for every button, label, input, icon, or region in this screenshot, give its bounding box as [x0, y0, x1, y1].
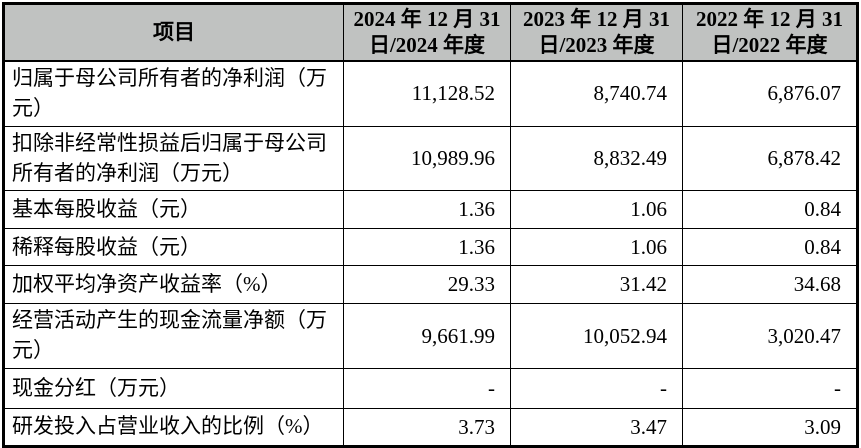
header-cell-2024: 2024 年 12 月 31 日/2024 年度 — [343, 3, 511, 63]
row-label-cell: 稀释每股收益（元） — [3, 228, 344, 267]
table-row: 加权平均净资产收益率（%） 29.33 31.42 34.68 — [3, 265, 858, 305]
value-cell-2023: 1.06 — [510, 190, 683, 230]
header-cell-2022: 2022 年 12 月 31 日/2022 年度 — [682, 3, 858, 63]
value-cell-2022: 6,878.42 — [682, 125, 858, 192]
table-row: 扣除非经常性损益后归属于母公司所有者的净利润（万元） 10,989.96 8,832… — [3, 125, 858, 192]
table-row: 归属于母公司所有者的净利润（万元） 11,128.52 8,740.74 6,876.… — [3, 60, 858, 127]
row-label-cell: 加权平均净资产收益率（%） — [3, 265, 344, 305]
value-cell-2023: 8,740.74 — [510, 60, 683, 127]
header-row: 项目 2024 年 12 月 31 日/2024 年度 2023 年 12 月 … — [3, 3, 858, 63]
value-cell-2023: 8,832.49 — [510, 125, 683, 192]
value-cell-2024: 11,128.52 — [343, 60, 511, 127]
value-cell-2023: 3.47 — [510, 408, 683, 448]
table-header: 项目 2024 年 12 月 31 日/2024 年度 2023 年 12 月 … — [3, 3, 858, 63]
row-label-cell: 归属于母公司所有者的净利润（万元） — [3, 60, 344, 127]
row-label-cell: 经营活动产生的现金流量净额（万元） — [3, 303, 344, 370]
value-cell-2022: 3.09 — [682, 408, 858, 448]
value-cell-2023: 10,052.94 — [510, 303, 683, 370]
table-row: 经营活动产生的现金流量净额（万元） 9,661.99 10,052.94 3,020.… — [3, 303, 858, 370]
value-cell-2024: 29.33 — [343, 265, 511, 305]
table-row: 稀释每股收益（元） 1.36 1.06 0.84 — [3, 228, 858, 267]
table-row: 基本每股收益（元） 1.36 1.06 0.84 — [3, 190, 858, 230]
table-body: 归属于母公司所有者的净利润（万元） 11,128.52 8,740.74 6,876.… — [3, 60, 858, 448]
value-cell-2023: - — [510, 368, 683, 410]
value-cell-2024: 1.36 — [343, 190, 511, 230]
row-label-cell: 扣除非经常性损益后归属于母公司所有者的净利润（万元） — [3, 125, 344, 192]
value-cell-2023: 31.42 — [510, 265, 683, 305]
value-cell-2022: 0.84 — [682, 228, 858, 267]
value-cell-2022: 34.68 — [682, 265, 858, 305]
value-cell-2022: - — [682, 368, 858, 410]
row-label-cell: 基本每股收益（元） — [3, 190, 344, 230]
value-cell-2024: 3.73 — [343, 408, 511, 448]
row-label-cell: 现金分红（万元） — [3, 368, 344, 410]
value-cell-2023: 1.06 — [510, 228, 683, 267]
header-cell-2023: 2023 年 12 月 31 日/2023 年度 — [510, 3, 683, 63]
value-cell-2022: 6,876.07 — [682, 60, 858, 127]
value-cell-2022: 3,020.47 — [682, 303, 858, 370]
value-cell-2022: 0.84 — [682, 190, 858, 230]
table-row: 现金分红（万元） - - - — [3, 368, 858, 410]
row-label-cell: 研发投入占营业收入的比例（%） — [3, 408, 344, 448]
table-row: 研发投入占营业收入的比例（%） 3.73 3.47 3.09 — [3, 408, 858, 448]
value-cell-2024: - — [343, 368, 511, 410]
value-cell-2024: 10,989.96 — [343, 125, 511, 192]
header-cell-item: 项目 — [3, 3, 344, 63]
value-cell-2024: 1.36 — [343, 228, 511, 267]
value-cell-2024: 9,661.99 — [343, 303, 511, 370]
